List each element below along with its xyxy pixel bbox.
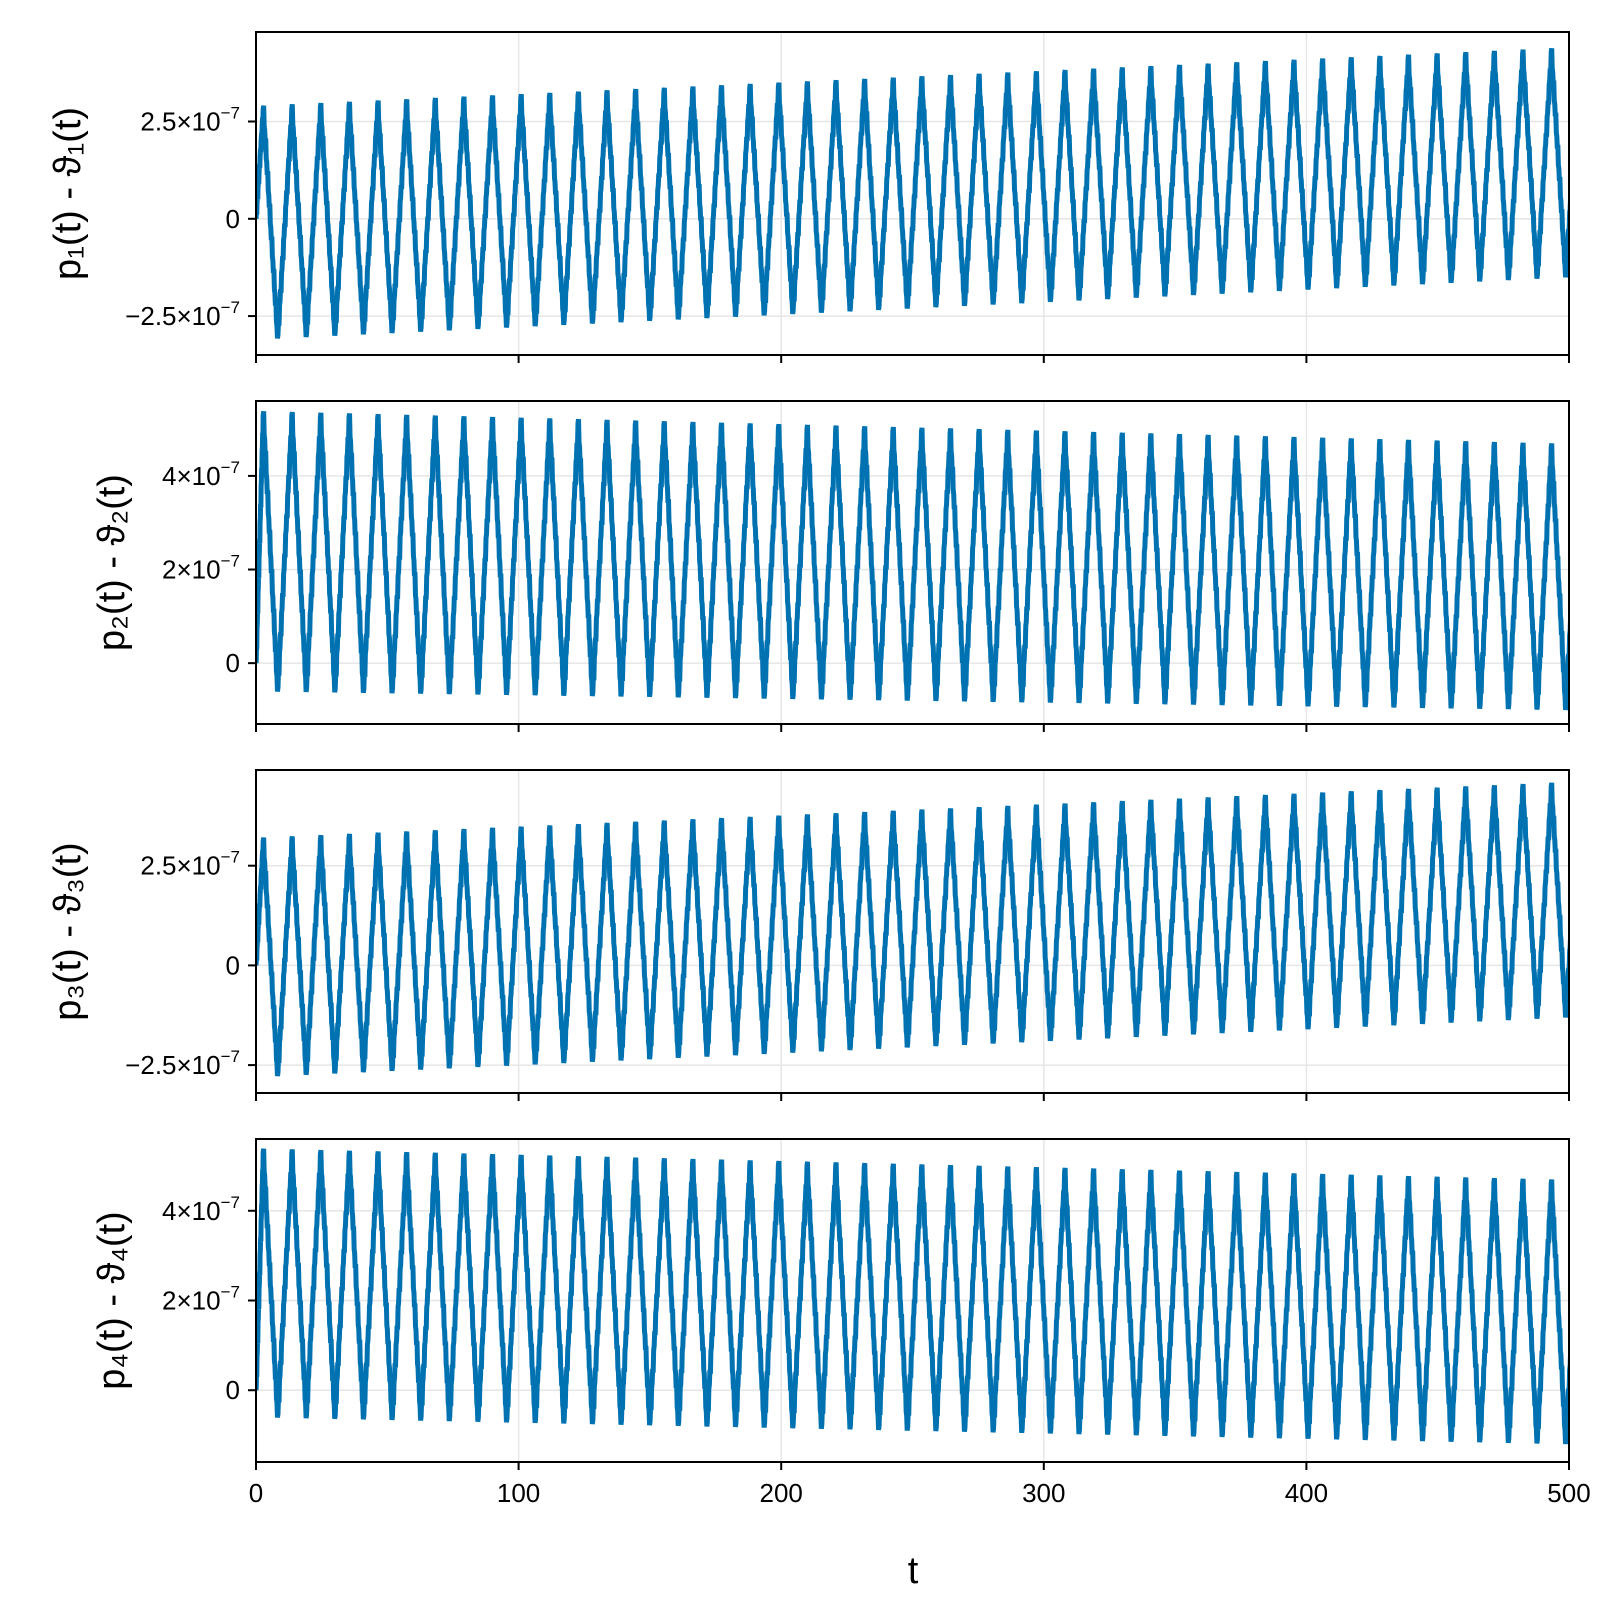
x-tick-label: 100 <box>497 1478 540 1508</box>
x-tick-label: 0 <box>249 1478 263 1508</box>
y-tick-label: 0 <box>226 204 240 234</box>
panel-2: 0 2×10−7 4×10−7 p₂(t) - ϑ₂(t) <box>91 400 1570 732</box>
y-tick-label: 4×10−7 <box>162 1193 240 1226</box>
panel-4: 0 100 200 300 400 500 0 2×10−7 4×10−7 p₄(t) - ϑ₄(… <box>91 1138 1591 1508</box>
x-tick-label: 400 <box>1285 1478 1328 1508</box>
series-line <box>256 1148 1569 1445</box>
y-tick-label: −2.5×10−7 <box>125 1047 240 1080</box>
plot-frame <box>255 31 1570 356</box>
y-axis-label: p₃(t) - ϑ₃(t) <box>47 842 89 1020</box>
y-axis-label: p₄(t) - ϑ₄(t) <box>91 1211 133 1389</box>
y-tick-label: 2.5×10−7 <box>140 848 240 881</box>
series-line <box>256 782 1569 1077</box>
y-axis-label: p₁(t) - ϑ₁(t) <box>47 107 89 280</box>
y-tick-label: 0 <box>226 1375 240 1405</box>
panel-1: −2.5×10−7 0 2.5×10−7 p₁(t) - ϑ₁(t) <box>47 31 1570 363</box>
y-tick-label: 2.5×10−7 <box>140 104 240 137</box>
y-tick-label: 2×10−7 <box>162 552 240 585</box>
y-tick-label: 0 <box>226 648 240 678</box>
series-line <box>256 48 1569 339</box>
series-line <box>256 411 1569 711</box>
x-axis-label: t <box>908 1550 919 1592</box>
plot-frame <box>255 769 1570 1094</box>
y-tick-label: 4×10−7 <box>162 458 240 491</box>
plot-frame <box>255 400 1570 725</box>
x-tick-label: 500 <box>1547 1478 1590 1508</box>
y-tick-label: −2.5×10−7 <box>125 298 240 331</box>
y-tick-label: 0 <box>226 950 240 980</box>
y-axis-label: p₂(t) - ϑ₂(t) <box>91 474 133 651</box>
x-tick-label: 200 <box>760 1478 803 1508</box>
panel-3: −2.5×10−7 0 2.5×10−7 p₃(t) - ϑ₃(t) <box>47 769 1570 1101</box>
x-tick-label: 300 <box>1022 1478 1065 1508</box>
y-tick-label: 2×10−7 <box>162 1283 240 1316</box>
